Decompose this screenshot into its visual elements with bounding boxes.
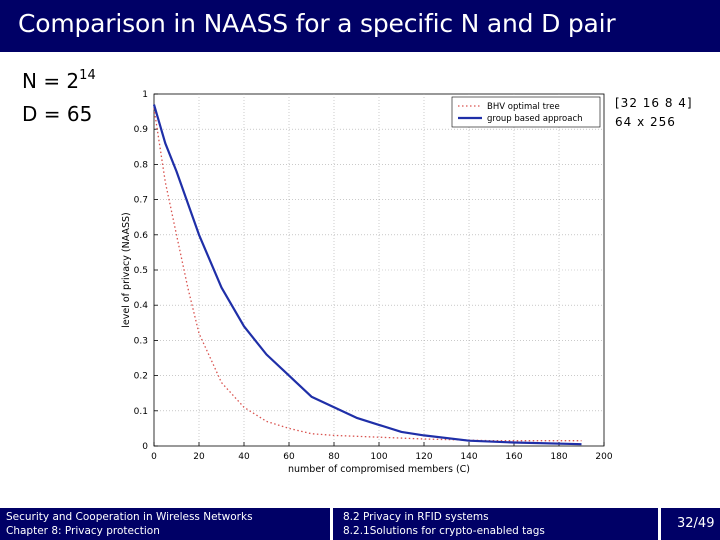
y-tick-label: 0.7 xyxy=(134,196,148,206)
x-tick-label: 80 xyxy=(328,452,340,462)
y-tick-label: 0.2 xyxy=(134,372,148,382)
x-tick-label: 120 xyxy=(415,452,432,462)
x-tick-label: 40 xyxy=(238,452,250,462)
legend-label: BHV optimal tree xyxy=(487,102,560,112)
config-line-2: 64 x 256 xyxy=(615,115,676,129)
slide-title: Comparison in NAASS for a specific N and… xyxy=(18,9,616,38)
n-exponent: 14 xyxy=(79,68,96,83)
footer-section-line-1: 8.2 Privacy in RFID systems xyxy=(343,511,489,523)
footer-course-line-2: Chapter 8: Privacy protection xyxy=(6,525,160,537)
y-tick-label: 0.8 xyxy=(134,160,149,170)
footer-section-line-2: 8.2.1Solutions for crypto-enabled tags xyxy=(343,525,545,537)
x-tick-label: 20 xyxy=(193,452,205,462)
x-tick-label: 100 xyxy=(370,452,387,462)
y-tick-label: 0 xyxy=(142,442,148,452)
x-tick-label: 160 xyxy=(505,452,522,462)
page-number: 32/49 xyxy=(677,516,715,531)
y-tick-label: 0.4 xyxy=(134,301,149,311)
y-axis-label: level of privacy (NAASS) xyxy=(121,212,132,328)
legend-label: group based approach xyxy=(487,114,583,124)
y-tick-label: 0.3 xyxy=(134,336,148,346)
group-based-approach-line xyxy=(152,104,582,446)
n-parameter: N = 214 xyxy=(22,68,96,93)
y-tick-label: 0.1 xyxy=(134,407,148,417)
x-tick-label: 60 xyxy=(283,452,295,462)
n-label: N = 2 xyxy=(22,69,80,93)
footer-course-line-1: Security and Cooperation in Wireless Net… xyxy=(6,511,253,523)
configuration-text: [32 16 8 4] 64 x 256 xyxy=(615,94,693,132)
footer-divider-1 xyxy=(330,508,333,540)
title-bar: Comparison in NAASS for a specific N and… xyxy=(0,0,720,52)
y-tick-label: 0.6 xyxy=(134,231,149,241)
x-tick-label: 140 xyxy=(460,452,477,462)
y-tick-label: 1 xyxy=(142,90,148,100)
y-tick-label: 0.5 xyxy=(134,266,148,276)
privacy-line-chart: 0 20 40 60 80 100 120 140 160 180 200 0 0.1 0.2 0.3 0.4… xyxy=(121,90,613,474)
footer-divider-2 xyxy=(658,508,661,540)
footer-bar: Security and Cooperation in Wireless Net… xyxy=(0,508,720,540)
bhv-optimal-tree-line xyxy=(153,108,582,442)
config-line-1: [32 16 8 4] xyxy=(615,96,693,110)
legend-box xyxy=(451,96,601,128)
x-axis-label: number of compromised members (C) xyxy=(288,464,470,474)
x-tick-label: 200 xyxy=(595,452,612,462)
x-tick-label: 0 xyxy=(151,452,157,462)
y-tick-label: 0.9 xyxy=(134,125,149,135)
x-tick-label: 180 xyxy=(550,452,567,462)
d-parameter: D = 65 xyxy=(22,102,93,126)
